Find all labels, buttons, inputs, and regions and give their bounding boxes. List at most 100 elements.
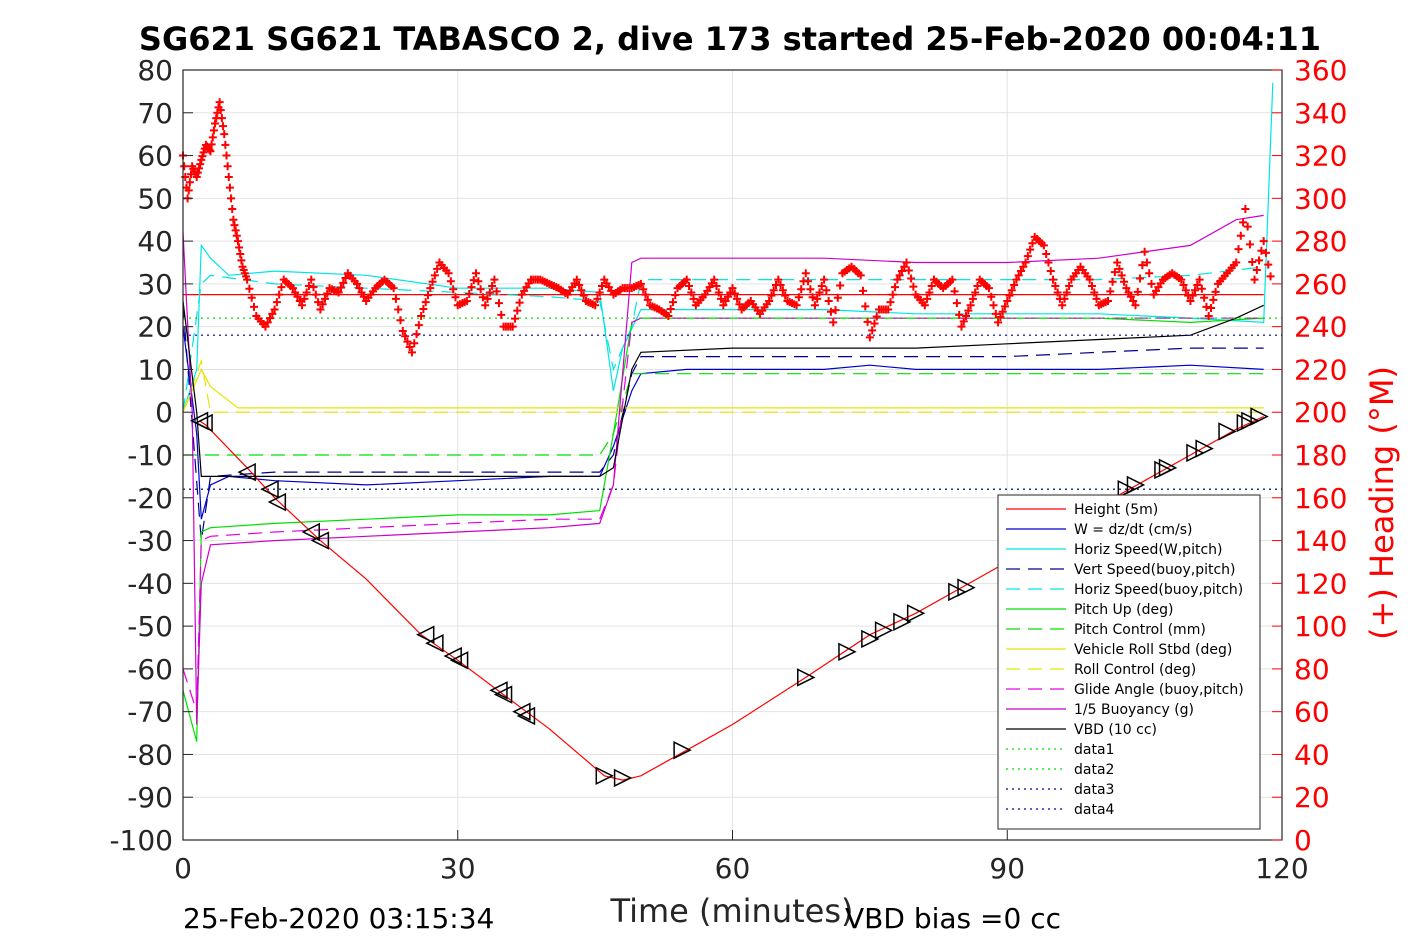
- heading-point: [1188, 291, 1197, 300]
- heading-point: [859, 286, 868, 295]
- heading-point: [1259, 237, 1268, 246]
- depth-marker-up: [1250, 407, 1269, 426]
- heading-point: [1005, 291, 1014, 300]
- heading-point: [968, 294, 977, 303]
- depth-marker-down: [237, 462, 256, 482]
- heading-point: [430, 271, 439, 280]
- heading-point: [215, 98, 224, 107]
- heading-point: [829, 318, 838, 327]
- heading-point: [419, 305, 428, 314]
- legend-label: Horiz Speed(buoy,pitch): [1074, 582, 1243, 598]
- y-tick-label: 70: [137, 97, 173, 130]
- heading-point: [1120, 277, 1129, 286]
- legend-label: Pitch Up (deg): [1074, 602, 1173, 618]
- legend-label: Roll Control (deg): [1074, 662, 1196, 678]
- heading-point: [401, 332, 410, 341]
- heading-point: [339, 278, 348, 287]
- heading-point: [421, 298, 430, 307]
- heading-point: [1058, 301, 1067, 310]
- y-tick-label: 60: [137, 140, 173, 173]
- heading-point: [235, 243, 244, 252]
- heading-point: [721, 297, 730, 305]
- depth-marker-up: [906, 604, 926, 623]
- heading-point: [817, 282, 826, 291]
- series-line-2: [182, 82, 1274, 413]
- heading-point: [396, 316, 405, 325]
- heading-point: [206, 147, 215, 156]
- heading-point: [275, 290, 284, 299]
- heading-point: [991, 309, 1000, 318]
- heading-point: [712, 282, 721, 291]
- y-right-tick-label: 220: [1294, 353, 1347, 386]
- heading-point: [884, 305, 893, 314]
- depth-marker-up: [1195, 439, 1214, 458]
- heading-point: [288, 284, 297, 293]
- heading-point: [1042, 249, 1051, 258]
- heading-layer: [179, 98, 1275, 357]
- heading-point: [822, 286, 831, 295]
- heading-point: [451, 293, 460, 302]
- heading-point: [682, 275, 691, 284]
- heading-point: [263, 318, 272, 327]
- heading-point: [886, 298, 895, 307]
- y-right-tick-label: 360: [1294, 54, 1347, 87]
- y-tick-label: 40: [137, 225, 173, 258]
- legend-label: Pitch Control (mm): [1074, 622, 1206, 638]
- heading-point: [1207, 303, 1216, 312]
- heading-point: [320, 294, 329, 303]
- heading-point: [1236, 231, 1245, 240]
- legend-label: data1: [1074, 742, 1114, 758]
- heading-point: [398, 326, 407, 335]
- heading-point: [1145, 269, 1154, 278]
- x-tick-label: 90: [989, 852, 1025, 885]
- depth-marker-down: [449, 651, 469, 670]
- heading-point: [1046, 267, 1055, 276]
- heading-point: [1108, 277, 1117, 286]
- heading-point: [687, 288, 696, 297]
- heading-point: [643, 295, 652, 304]
- heading-point: [964, 306, 973, 315]
- y-tick-label: 80: [137, 54, 173, 87]
- depth-marker-down: [267, 492, 287, 512]
- heading-point: [469, 276, 478, 285]
- y-right-tick-label: 40: [1294, 738, 1330, 771]
- heading-point: [952, 299, 961, 308]
- heading-point: [1197, 284, 1206, 293]
- heading-point: [423, 291, 432, 300]
- heading-point: [778, 286, 787, 295]
- depth-marker-down: [260, 480, 279, 499]
- heading-point: [1049, 275, 1058, 284]
- heading-point: [444, 269, 453, 278]
- heading-point: [316, 305, 325, 314]
- heading-point: [302, 288, 311, 297]
- heading-point: [1019, 262, 1028, 271]
- heading-point: [767, 291, 776, 300]
- heading-point: [1131, 301, 1140, 310]
- heading-point: [927, 282, 936, 291]
- heading-point: [730, 289, 739, 298]
- heading-point: [513, 306, 522, 315]
- heading-point: [389, 284, 398, 293]
- depth-marker-down: [493, 685, 513, 704]
- heading-point: [893, 275, 902, 284]
- depth-marker-up: [1117, 480, 1136, 499]
- heading-point: [209, 126, 218, 135]
- heading-point: [959, 317, 968, 326]
- heading-point: [904, 266, 913, 275]
- heading-point: [293, 292, 302, 301]
- heading-point: [207, 140, 216, 149]
- series-layer: [182, 82, 1282, 742]
- heading-point: [1177, 275, 1186, 284]
- depth-marker-up: [1241, 411, 1260, 430]
- heading-point: [1232, 258, 1241, 267]
- heading-point: [1179, 280, 1188, 289]
- depth-marker-up: [595, 766, 614, 786]
- y-right-tick-label: 300: [1294, 182, 1347, 215]
- heading-point: [426, 284, 435, 293]
- heading-point: [1110, 268, 1119, 277]
- heading-point: [1085, 275, 1094, 284]
- x-axis: 0 30 60 90 120: [174, 830, 1309, 885]
- heading-point: [403, 337, 412, 346]
- y-right-tick-label: 60: [1294, 696, 1330, 729]
